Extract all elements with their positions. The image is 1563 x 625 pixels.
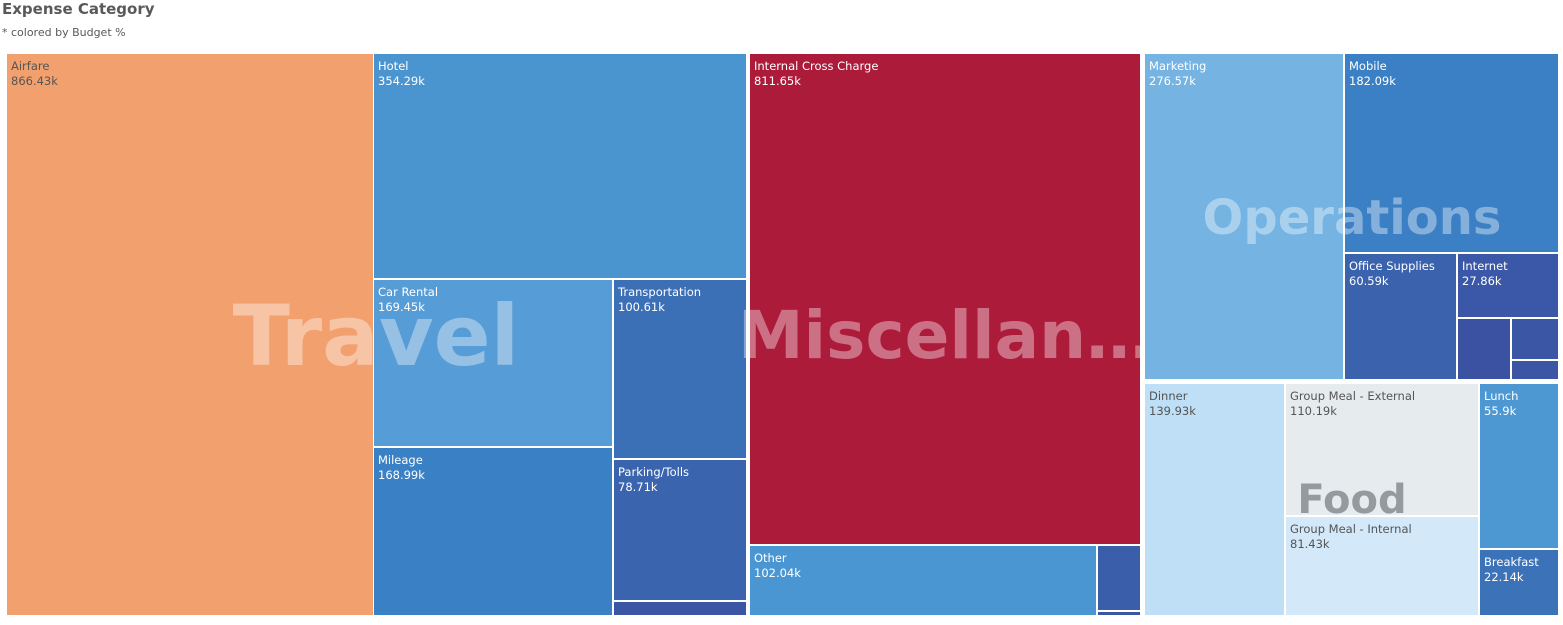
cell-name: Lunch — [1484, 389, 1519, 403]
treemap-cell-group-meal-external[interactable]: Group Meal - External 110.19k — [1286, 384, 1478, 515]
treemap-cell-marketing[interactable]: Marketing 276.57k — [1145, 54, 1343, 379]
cell-name: Group Meal - External — [1290, 389, 1416, 403]
cell-name: Airfare — [11, 59, 50, 73]
cell-value: 276.57k — [1149, 74, 1196, 88]
cell-label: Internet 27.86k — [1462, 259, 1508, 289]
treemap-cell-group-meal-internal[interactable]: Group Meal - Internal 81.43k — [1286, 517, 1478, 615]
cell-name: Transportation — [618, 285, 702, 299]
cell-value: 22.14k — [1484, 570, 1524, 584]
treemap-cell-mobile[interactable]: Mobile 182.09k — [1345, 54, 1558, 252]
cell-name: Internal Cross Charge — [754, 59, 879, 73]
cell-value: 169.45k — [378, 300, 425, 314]
cell-name: Dinner — [1149, 389, 1188, 403]
cell-name: Other — [754, 551, 787, 565]
treemap-cell-dinner[interactable]: Dinner 139.93k — [1145, 384, 1284, 615]
cell-value: 27.86k — [1462, 274, 1502, 288]
treemap-cell-mileage[interactable]: Mileage 168.99k — [374, 448, 612, 615]
cell-value: 811.65k — [754, 74, 801, 88]
treemap-cell-internet[interactable]: Internet 27.86k — [1458, 254, 1558, 317]
treemap-cell-unlabeled[interactable] — [1512, 361, 1558, 379]
cell-name: Breakfast — [1484, 555, 1539, 569]
cell-name: Group Meal - Internal — [1290, 522, 1412, 536]
cell-name: Parking/Tolls — [618, 465, 689, 479]
cell-name: Hotel — [378, 59, 409, 73]
cell-label: Lunch 55.9k — [1484, 389, 1518, 419]
cell-label: Car Rental 169.45k — [378, 285, 438, 315]
cell-value: 78.71k — [618, 480, 658, 494]
cell-value: 100.61k — [618, 300, 665, 314]
cell-value: 354.29k — [378, 74, 425, 88]
treemap-cell-airfare[interactable]: Airfare 866.43k — [7, 54, 373, 615]
treemap-cell-office-supplies[interactable]: Office Supplies 60.59k — [1345, 254, 1456, 379]
treemap-cell-unlabeled[interactable] — [1512, 319, 1558, 359]
treemap-cell-internal-cross-charge[interactable]: Internal Cross Charge 811.65k — [750, 54, 1140, 544]
treemap-cell-unlabeled[interactable] — [1098, 612, 1140, 615]
treemap-cell-unlabeled[interactable] — [614, 602, 746, 615]
cell-name: Mileage — [378, 453, 423, 467]
cell-value: 102.04k — [754, 566, 801, 580]
cell-value: 60.59k — [1349, 274, 1389, 288]
cell-label: Breakfast 22.14k — [1484, 555, 1539, 585]
treemap-cell-parking-tolls[interactable]: Parking/Tolls 78.71k — [614, 460, 746, 600]
cell-name: Mobile — [1349, 59, 1387, 73]
treemap-cell-hotel[interactable]: Hotel 354.29k — [374, 54, 746, 278]
cell-label: Marketing 276.57k — [1149, 59, 1206, 89]
treemap-cell-lunch[interactable]: Lunch 55.9k — [1480, 384, 1558, 548]
cell-value: 81.43k — [1290, 537, 1330, 551]
cell-value: 866.43k — [11, 74, 58, 88]
treemap-cell-unlabeled[interactable] — [1458, 319, 1510, 379]
cell-label: Group Meal - External 110.19k — [1290, 389, 1415, 419]
cell-value: 139.93k — [1149, 404, 1196, 418]
cell-label: Dinner 139.93k — [1149, 389, 1196, 419]
chart-subtitle: * colored by Budget % — [2, 26, 126, 39]
treemap-cell-other[interactable]: Other 102.04k — [750, 546, 1096, 615]
treemap-cell-breakfast[interactable]: Breakfast 22.14k — [1480, 550, 1558, 615]
cell-label: Transportation 100.61k — [618, 285, 701, 315]
chart-title: Expense Category — [2, 0, 155, 18]
cell-label: Group Meal - Internal 81.43k — [1290, 522, 1412, 552]
cell-name: Marketing — [1149, 59, 1207, 73]
treemap-cell-car-rental[interactable]: Car Rental 169.45k — [374, 280, 612, 446]
cell-label: Mileage 168.99k — [378, 453, 425, 483]
cell-label: Office Supplies 60.59k — [1349, 259, 1435, 289]
cell-label: Parking/Tolls 78.71k — [618, 465, 689, 495]
cell-label: Airfare 866.43k — [11, 59, 58, 89]
cell-name: Car Rental — [378, 285, 439, 299]
cell-value: 55.9k — [1484, 404, 1517, 418]
cell-label: Internal Cross Charge 811.65k — [754, 59, 878, 89]
cell-name: Internet — [1462, 259, 1508, 273]
treemap-cell-unlabeled[interactable] — [1098, 546, 1140, 610]
cell-label: Hotel 354.29k — [378, 59, 425, 89]
cell-value: 182.09k — [1349, 74, 1396, 88]
cell-label: Other 102.04k — [754, 551, 801, 581]
cell-name: Office Supplies — [1349, 259, 1435, 273]
cell-value: 168.99k — [378, 468, 425, 482]
cell-value: 110.19k — [1290, 404, 1337, 418]
treemap-cell-transportation[interactable]: Transportation 100.61k — [614, 280, 746, 458]
cell-label: Mobile 182.09k — [1349, 59, 1396, 89]
